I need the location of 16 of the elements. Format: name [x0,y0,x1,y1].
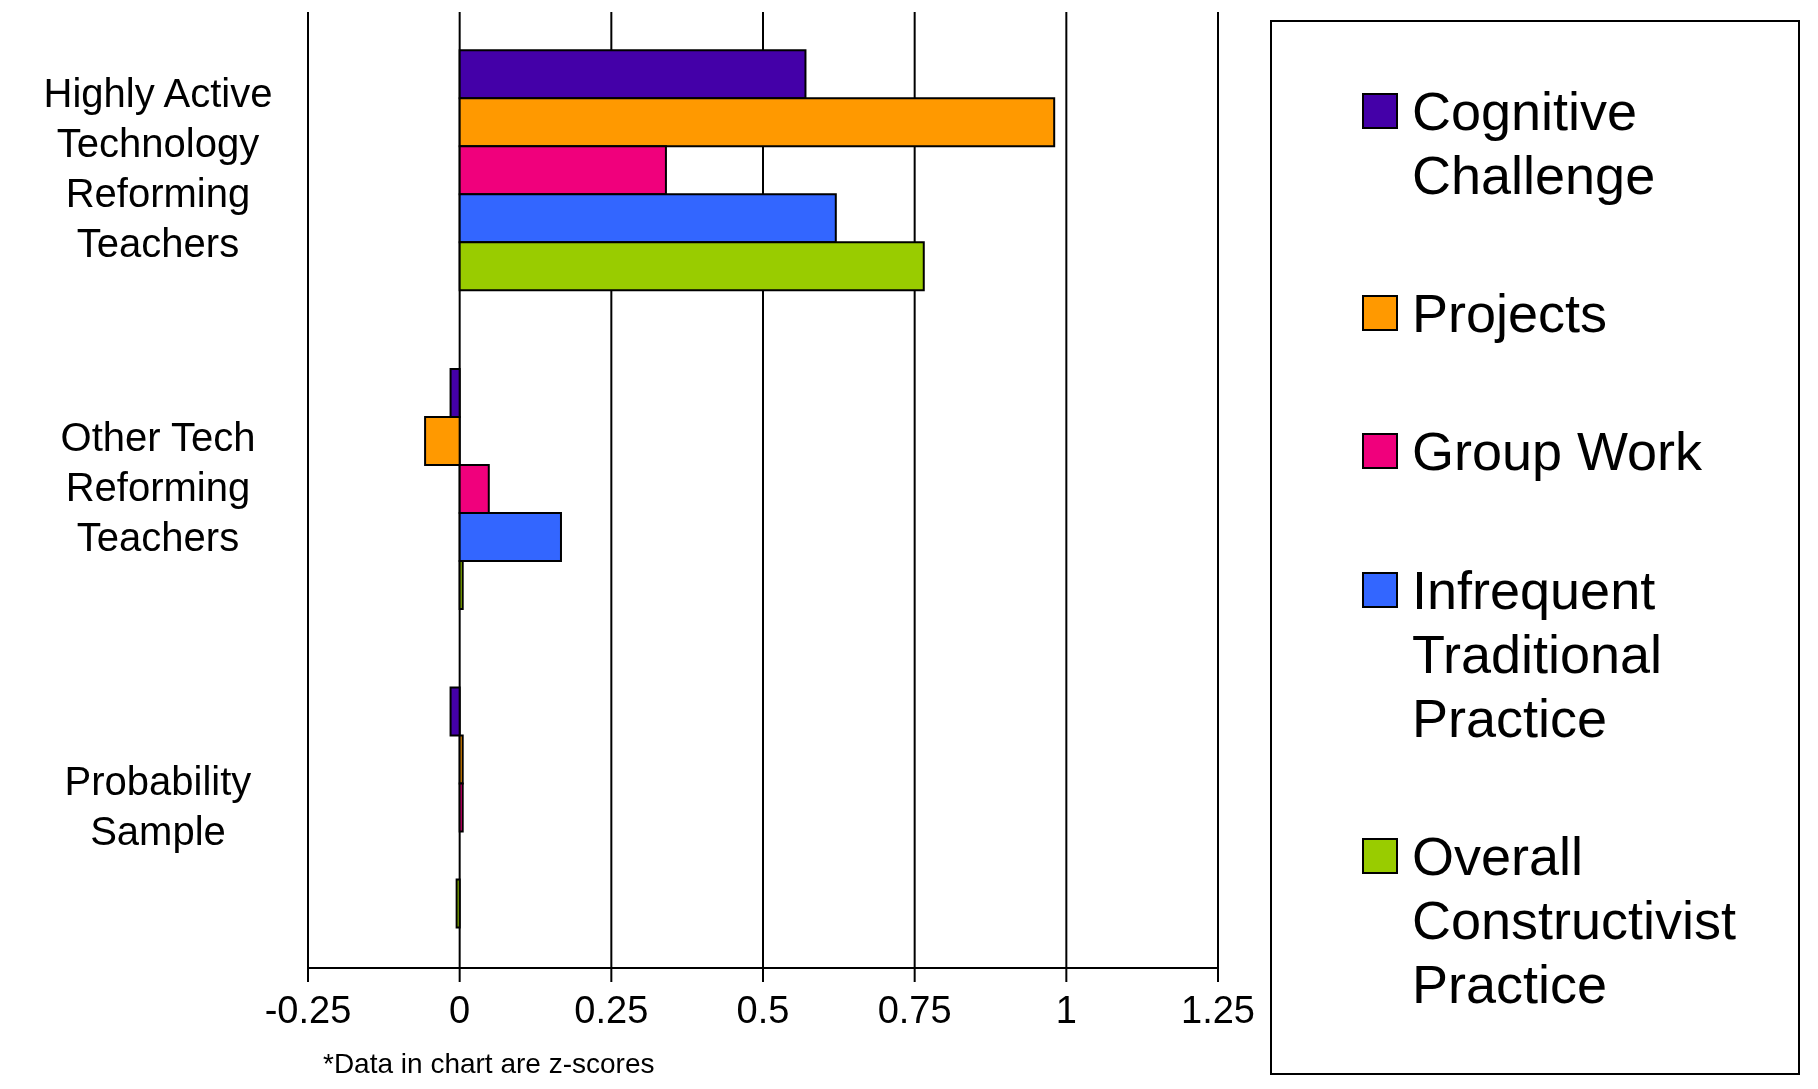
y-tick-label: Highly Active Technology Reforming Teachers [43,70,273,265]
text: *Data in chart are z-scores [323,1048,655,1080]
x-tick-label: 0 [449,988,471,1031]
legend-label: Group Work [1412,420,1704,484]
legend-label: Overall Constructivist Practice [1412,824,1738,1016]
x-tick-label: 0.5 [736,988,790,1031]
x-tick-label: -0.25 [264,988,352,1031]
x-tick-label: 1.25 [1181,988,1255,1031]
x-tick-label: 1 [1055,988,1077,1031]
legend-label: Projects [1412,282,1609,346]
y-tick-label: Other Tech Reforming Teachers [60,414,256,559]
legend-label: Infrequent Traditional Practice [1412,558,1664,750]
x-tick-label: 0.75 [877,988,952,1031]
y-tick-label: Probability Sample [64,758,252,853]
legend-label: Cognitive Challenge [1412,80,1657,208]
x-tick-label: 0.25 [574,988,649,1031]
